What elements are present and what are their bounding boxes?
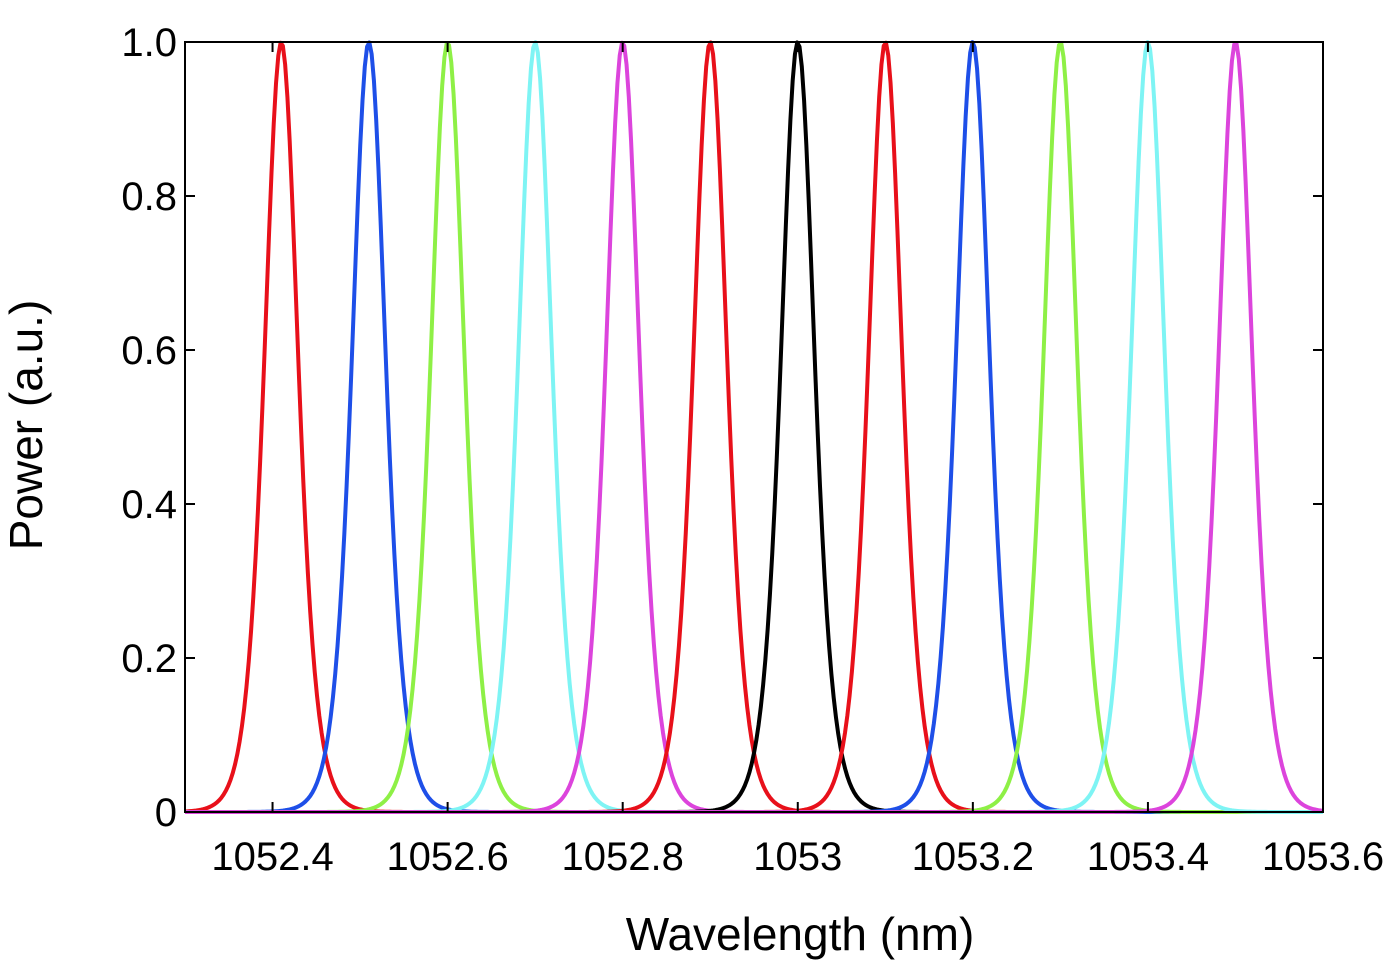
series-line-7 <box>185 40 1323 814</box>
y-tick-label-4: 0.6 <box>121 329 177 373</box>
series-line-8 <box>185 40 1323 814</box>
y-axis-label: Power (a.u.) <box>0 300 52 551</box>
x-tick-label-2: 1052.6 <box>386 835 508 879</box>
x-tick-label-1: 1052.4 <box>211 835 333 879</box>
y-tick-label-2: 0.2 <box>121 637 177 681</box>
series-line-5 <box>185 40 1323 814</box>
x-tick-label-5: 1053.2 <box>912 835 1034 879</box>
series-line-10 <box>185 41 1323 814</box>
plot-frame <box>184 41 1324 813</box>
series-layer <box>184 40 1324 814</box>
x-tick-label-3: 1052.8 <box>562 835 684 879</box>
x-tick-label-7: 1053.6 <box>1262 835 1384 879</box>
series-line-12 <box>185 41 1324 814</box>
series-line-3 <box>185 41 1323 814</box>
ticks-layer: 1052.4 1052.6 1052.8 1053 1053.2 1053.4 1053.6… <box>121 21 1384 879</box>
series-line-6 <box>185 40 1323 814</box>
y-tick-label-3: 0.4 <box>121 483 177 527</box>
x-tick-label-6: 1053.4 <box>1087 835 1209 879</box>
series-line-9 <box>185 40 1323 814</box>
y-tick-label-1: 0 <box>155 791 177 835</box>
y-tick-label-6: 1.0 <box>121 21 177 65</box>
x-tick-label-4: 1053 <box>753 835 842 879</box>
series-line-1 <box>184 40 1323 814</box>
series-line-11 <box>185 40 1323 814</box>
series-line-2 <box>185 40 1323 814</box>
x-axis-label: Wavelength (nm) <box>626 908 975 960</box>
series-line-4 <box>185 40 1323 814</box>
y-tick-label-5: 0.8 <box>121 175 177 219</box>
